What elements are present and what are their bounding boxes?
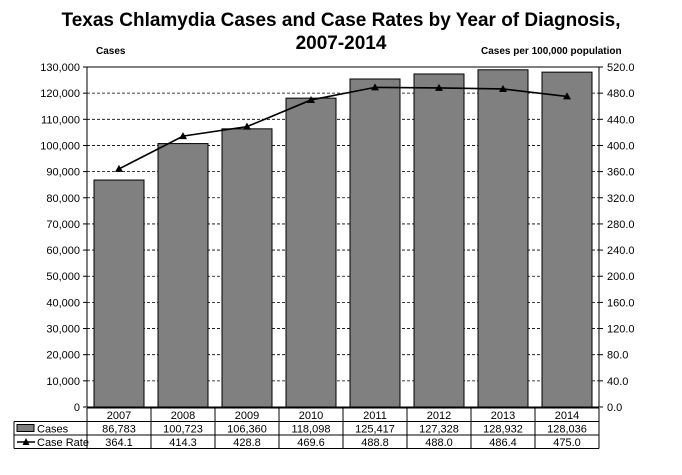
line-case-rate xyxy=(118,86,568,170)
data-label-case-rate: 469.6 xyxy=(297,437,325,449)
data-label-cases: 128,036 xyxy=(547,424,587,436)
x-tick-label: 2011 xyxy=(363,410,387,422)
bar-cases xyxy=(477,69,529,408)
chart-title-line-2: 2007-2014 xyxy=(295,33,387,54)
right-tick-label: 40.0 xyxy=(607,376,628,388)
point-case-rate xyxy=(243,122,251,130)
data-label-cases: 86,783 xyxy=(102,424,136,436)
right-axis-label: Cases per 100,000 population xyxy=(481,46,622,57)
data-label-case-rate: 428.8 xyxy=(233,437,261,449)
right-tick-label: 120.0 xyxy=(607,324,635,336)
data-label-cases: 125,417 xyxy=(355,424,395,436)
right-tick-label: 0.0 xyxy=(607,402,622,414)
legend-marker-case-rate xyxy=(22,438,30,445)
left-tick-label: 60,000 xyxy=(46,245,80,257)
left-tick-label: 70,000 xyxy=(46,219,80,231)
data-label-cases: 128,932 xyxy=(483,424,523,436)
left-tick-label: 40,000 xyxy=(46,297,80,309)
left-axis-label: Cases xyxy=(96,46,126,57)
right-tick-label: 520.0 xyxy=(607,62,635,74)
point-case-rate xyxy=(563,92,571,100)
right-tick-label: 200.0 xyxy=(607,271,635,283)
legend-label-cases: Cases xyxy=(37,424,69,436)
left-tick-label: 130,000 xyxy=(40,62,80,74)
right-tick-label: 80.0 xyxy=(607,350,628,362)
data-label-case-rate: 486.4 xyxy=(489,437,517,449)
point-case-rate xyxy=(179,132,187,140)
bar-cases xyxy=(221,128,273,408)
bar-cases xyxy=(157,143,209,408)
left-tick-label: 110,000 xyxy=(41,114,80,126)
bar-cases xyxy=(93,179,145,408)
left-tick-label: 50,000 xyxy=(46,271,80,283)
right-tick-label: 160.0 xyxy=(607,297,635,309)
right-tick-label: 400.0 xyxy=(607,140,635,152)
legend-label-case-rate: Case Rate xyxy=(37,437,89,449)
point-case-rate xyxy=(499,84,507,92)
x-tick-label: 2012 xyxy=(427,410,451,422)
x-tick-label: 2009 xyxy=(235,410,259,422)
data-label-case-rate: 475.0 xyxy=(553,437,581,449)
point-case-rate xyxy=(115,164,123,172)
point-case-rate xyxy=(307,95,315,103)
x-tick-label: 2008 xyxy=(171,410,195,422)
data-label-cases: 118,098 xyxy=(292,424,331,436)
right-tick-label: 480.0 xyxy=(607,88,635,100)
right-tick-label: 360.0 xyxy=(607,167,635,179)
data-label-case-rate: 488.0 xyxy=(425,437,453,449)
x-tick-label: 2014 xyxy=(555,410,579,422)
x-tick-label: 2007 xyxy=(107,410,131,422)
point-case-rate xyxy=(435,83,443,91)
left-tick-label: 120,000 xyxy=(40,88,80,100)
data-label-cases: 100,723 xyxy=(163,424,203,436)
legend-swatch-cases xyxy=(16,424,35,432)
right-tick-label: 320.0 xyxy=(607,193,635,205)
bar-cases xyxy=(413,73,465,408)
data-label-cases: 106,360 xyxy=(227,424,267,436)
left-tick-label: 90,000 xyxy=(46,167,80,179)
x-tick-label: 2013 xyxy=(491,410,515,422)
right-tick-label: 280.0 xyxy=(607,219,635,231)
left-tick-label: 0 xyxy=(74,402,80,414)
chart-title-line-1: Texas Chlamydia Cases and Case Rates by … xyxy=(61,10,621,31)
bar-cases xyxy=(541,71,593,408)
data-label-case-rate: 488.8 xyxy=(361,437,389,449)
left-tick-label: 10,000 xyxy=(46,376,80,388)
data-label-cases: 127,328 xyxy=(419,424,459,436)
left-tick-label: 30,000 xyxy=(46,324,80,336)
left-tick-label: 20,000 xyxy=(46,350,80,362)
bar-cases xyxy=(349,78,401,408)
point-case-rate xyxy=(371,83,379,91)
bar-cases xyxy=(285,97,337,408)
data-label-case-rate: 364.1 xyxy=(105,437,133,449)
left-tick-label: 80,000 xyxy=(46,193,80,205)
right-tick-label: 240.0 xyxy=(607,245,635,257)
x-tick-label: 2010 xyxy=(299,410,323,422)
data-label-case-rate: 414.3 xyxy=(169,437,197,449)
right-tick-label: 440.0 xyxy=(607,114,635,126)
left-tick-label: 100,000 xyxy=(40,140,80,152)
